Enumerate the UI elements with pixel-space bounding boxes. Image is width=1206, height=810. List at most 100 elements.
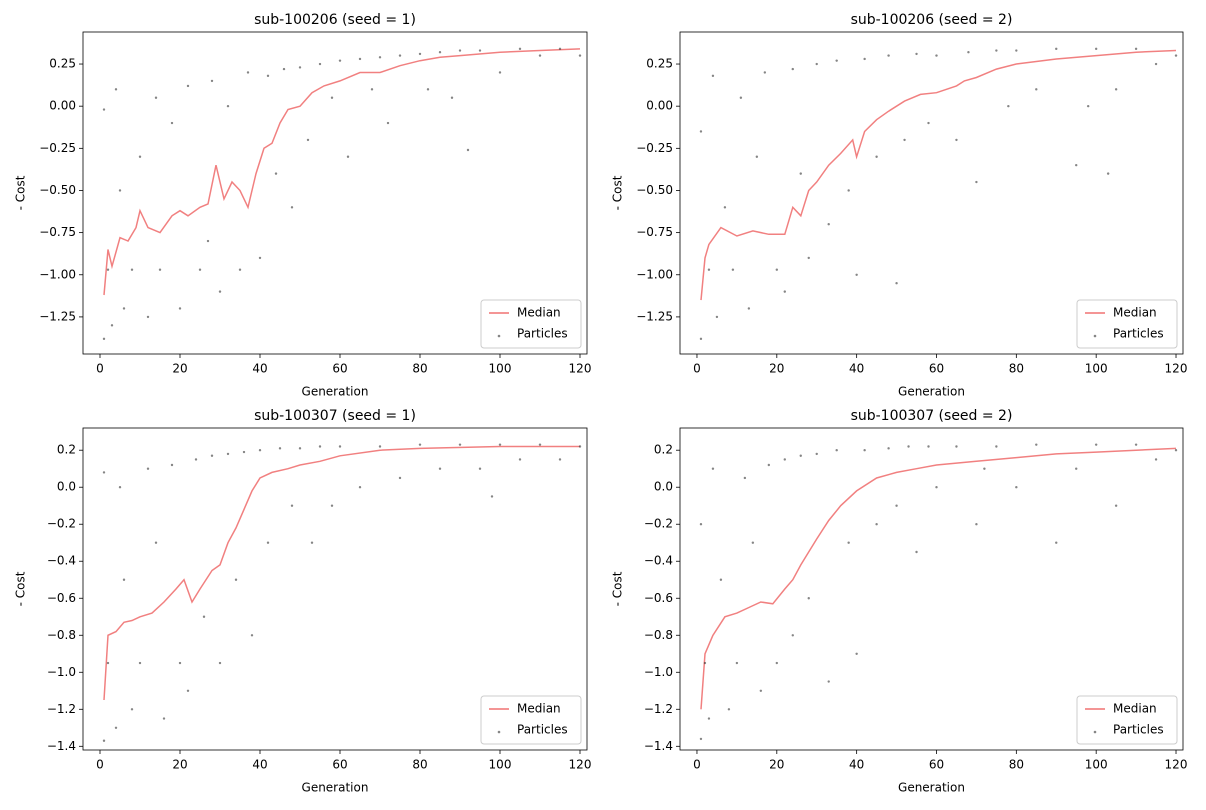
particle (102, 337, 106, 341)
particle (699, 737, 703, 741)
particle (498, 443, 502, 446)
particle (875, 523, 878, 526)
particle (1007, 104, 1010, 108)
y-tick-label: −0.25 (636, 141, 673, 155)
particle (330, 96, 334, 99)
particle (578, 445, 582, 448)
y-axis-label: - Cost (611, 175, 625, 210)
particle (847, 189, 850, 192)
x-tick-label: 100 (489, 758, 512, 772)
particle (158, 268, 162, 271)
median-line (103, 48, 581, 296)
particle (246, 71, 250, 74)
particle (318, 445, 322, 448)
legend-box (1076, 695, 1178, 745)
particle (290, 206, 294, 209)
y-tick-label: 0.25 (49, 57, 76, 71)
particle (723, 206, 727, 209)
particle (747, 307, 751, 310)
particle (927, 445, 930, 448)
particle (138, 155, 142, 158)
chart-title: sub-100307 (seed = 1) (254, 408, 416, 424)
legend-swatch (1093, 730, 1097, 734)
particle (170, 463, 174, 467)
legend-label: Median (1113, 702, 1157, 716)
y-tick-label: 0.2 (654, 443, 673, 457)
particle (226, 452, 230, 456)
particle (835, 59, 838, 62)
x-tick-label: 40 (849, 758, 864, 772)
particle (178, 307, 182, 310)
particle (739, 96, 743, 99)
particle (282, 67, 286, 71)
legend-label: Median (517, 702, 561, 716)
particle (378, 56, 382, 59)
particle (847, 541, 850, 544)
y-tick-label: −0.50 (39, 183, 76, 197)
legend-swatch (497, 730, 501, 734)
particle (707, 268, 711, 271)
particle (186, 689, 190, 692)
particle (835, 449, 838, 452)
particle (210, 454, 214, 457)
x-tick-label: 80 (412, 758, 427, 772)
particle (1035, 88, 1038, 91)
y-tick-label: 0.0 (57, 480, 76, 494)
particle (398, 54, 402, 57)
y-tick-label: 0.0 (654, 480, 673, 494)
particle (995, 49, 998, 52)
particle (266, 541, 270, 544)
particle (274, 172, 278, 175)
x-tick-label: 100 (1085, 758, 1108, 772)
x-tick-label: 100 (489, 362, 512, 376)
particle (903, 138, 906, 142)
particle (759, 689, 763, 692)
x-tick-label: 0 (96, 362, 104, 376)
particle (1015, 49, 1018, 52)
x-tick-label: 100 (1085, 362, 1108, 376)
particle (106, 661, 110, 665)
y-tick-label: −1.2 (47, 702, 76, 716)
particle (915, 52, 918, 56)
particle (995, 445, 998, 448)
y-tick-label: −0.75 (636, 225, 673, 239)
particle (378, 445, 382, 448)
particle (102, 108, 106, 111)
particle (775, 268, 779, 271)
particle (154, 541, 158, 544)
particle (438, 467, 442, 470)
particle (1075, 163, 1078, 167)
particle (138, 661, 142, 665)
particle (146, 315, 150, 319)
y-tick-label: −1.25 (39, 309, 76, 323)
particle (130, 708, 134, 711)
particle (234, 578, 238, 581)
x-tick-label: 60 (929, 758, 944, 772)
x-tick-label: 40 (252, 362, 267, 376)
x-tick-label: 120 (1165, 758, 1188, 772)
particle (1086, 104, 1090, 108)
particle (478, 467, 482, 470)
y-tick-label: −1.4 (644, 739, 673, 753)
particle (438, 51, 442, 54)
particle (727, 708, 731, 711)
x-tick-label: 120 (569, 758, 592, 772)
legend-box (480, 299, 582, 349)
x-axis-label: Generation (302, 781, 369, 795)
subplot: sub-100307 (seed = 1) Generation - Cost 0 20… (14, 408, 592, 795)
particle (306, 138, 310, 142)
particle (907, 445, 910, 448)
particle (258, 449, 262, 452)
particle (863, 57, 866, 61)
particle (699, 337, 703, 341)
particle (186, 84, 190, 88)
y-tick-label: −0.8 (47, 628, 76, 642)
particle (330, 504, 334, 507)
subplot: sub-100206 (seed = 2) Generation - Cost 0 20… (611, 12, 1188, 399)
particle (975, 523, 978, 526)
y-tick-label: −0.8 (644, 628, 673, 642)
y-tick-label: −0.2 (47, 517, 76, 531)
particle (162, 717, 166, 720)
particle (815, 452, 818, 456)
y-tick-label: 0.00 (646, 99, 673, 113)
